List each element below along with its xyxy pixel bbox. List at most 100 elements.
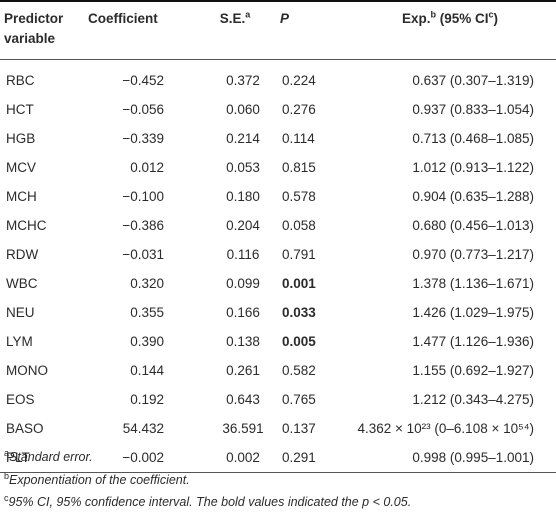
cell-standard-error: 0.116 (226, 247, 260, 262)
header-exponentiation: Exp.b (95% CIc) (344, 1, 556, 60)
cell-coefficient: −0.002 (122, 450, 164, 465)
table-row: MONO 0.144 0.261 0.582 1.155 (0.692–1.927) (0, 356, 556, 385)
cell-exponentiation: 1.155 (0.692–1.927) (412, 363, 534, 378)
table-row: HGB −0.339 0.214 0.114 0.713 (0.468–1.085) (0, 124, 556, 153)
cell-standard-error: 0.214 (226, 131, 260, 146)
footnote-mark-c: c (488, 9, 494, 20)
cell-coefficient: −0.100 (122, 189, 164, 204)
cell-predictor: LYM (6, 334, 33, 349)
table-row: WBC 0.320 0.099 0.001 1.378 (1.136–1.671) (0, 269, 556, 298)
cell-coefficient: 0.192 (130, 392, 164, 407)
footnote-mark: c (4, 492, 9, 503)
table-row: HCT −0.056 0.060 0.276 0.937 (0.833–1.054) (0, 95, 556, 124)
cell-predictor: EOS (6, 392, 35, 407)
cell-standard-error: 36.591 (222, 421, 264, 436)
table-row: BASO 54.432 36.591 0.137 4.362 × 10²³ (0–6.1… (0, 414, 556, 443)
cell-standard-error: 0.060 (226, 102, 260, 117)
table-row: EOS 0.192 0.643 0.765 1.212 (0.343–4.275) (0, 385, 556, 414)
cell-exponentiation: 0.637 (0.307–1.319) (412, 73, 534, 88)
cell-standard-error: 0.099 (226, 276, 260, 291)
table-row: LYM 0.390 0.138 0.005 1.477 (1.126–1.936) (0, 327, 556, 356)
cell-p-value: 0.224 (282, 73, 316, 88)
cell-exponentiation: 1.426 (1.029–1.975) (412, 305, 534, 320)
results-table-container: Predictor variable Coefficient S.E.a P E… (0, 1, 556, 509)
cell-standard-error: 0.002 (226, 450, 260, 465)
header-p-value: P (280, 11, 290, 26)
cell-coefficient: 0.144 (130, 363, 164, 378)
cell-standard-error: 0.261 (226, 363, 260, 378)
footnote-text: Exponentiation of the coefficient. (9, 472, 190, 487)
cell-predictor: HGB (6, 131, 36, 146)
cell-exponentiation: 1.378 (1.136–1.671) (412, 276, 534, 291)
header-ci-text: (95% CI (435, 11, 489, 26)
cell-p-value: 0.033 (282, 305, 316, 320)
table-row: RDW −0.031 0.116 0.791 0.970 (0.773–1.217) (0, 240, 556, 269)
cell-exponentiation: 0.713 (0.468–1.085) (412, 131, 534, 146)
table-row: MCH −0.100 0.180 0.578 0.904 (0.635–1.288) (0, 182, 556, 211)
header-predictor-line1: Predictor (4, 11, 64, 26)
header-exp-text: Exp. (401, 11, 431, 26)
footnote-text: Standard error. (9, 450, 93, 464)
cell-predictor: BASO (6, 421, 44, 436)
cell-p-value: 0.291 (282, 450, 316, 465)
cell-predictor: MCHC (6, 218, 47, 233)
cell-exponentiation: 0.998 (0.995–1.001) (412, 450, 534, 465)
cell-predictor: WBC (6, 276, 38, 291)
cell-predictor: NEU (6, 305, 35, 320)
footnote-mark-a: a (245, 9, 251, 20)
cell-coefficient: −0.056 (122, 102, 164, 117)
cell-p-value: 0.276 (282, 102, 316, 117)
cell-p-value: 0.582 (282, 363, 316, 378)
cell-exponentiation: 1.212 (0.343–4.275) (412, 392, 534, 407)
cell-standard-error: 0.372 (226, 73, 260, 88)
header-predictor-variable: Predictor variable (0, 1, 84, 60)
footnote-mark: b (4, 470, 10, 481)
cell-standard-error: 0.180 (226, 189, 260, 204)
cell-predictor: RBC (6, 73, 35, 88)
footnote-mark: a (4, 447, 10, 458)
cell-coefficient: −0.031 (122, 247, 164, 262)
table-footnotes: aStandard error. bExponentiation of the c… (4, 446, 411, 514)
cell-p-value: 0.578 (282, 189, 316, 204)
cell-coefficient: 0.390 (130, 334, 164, 349)
cell-coefficient: 0.320 (130, 276, 164, 291)
table-header-row: Predictor variable Coefficient S.E.a P E… (0, 1, 556, 60)
table-row: NEU 0.355 0.166 0.033 1.426 (1.029–1.975) (0, 298, 556, 327)
cell-standard-error: 0.053 (226, 160, 260, 175)
cell-p-value: 0.791 (282, 247, 316, 262)
cell-standard-error: 0.204 (226, 218, 260, 233)
cell-exponentiation: 0.904 (0.635–1.288) (412, 189, 534, 204)
cell-exponentiation: 1.477 (1.126–1.936) (412, 334, 534, 349)
cell-standard-error: 0.643 (226, 392, 260, 407)
cell-p-value: 0.137 (282, 421, 316, 436)
table-row: RBC −0.452 0.372 0.224 0.637 (0.307–1.319) (0, 60, 556, 96)
cell-predictor: PLT (6, 450, 30, 465)
cell-coefficient: 0.355 (130, 305, 164, 320)
table-body: RBC −0.452 0.372 0.224 0.637 (0.307–1.319) HC… (0, 60, 556, 473)
cell-p-value: 0.114 (282, 131, 315, 146)
header-ci-close: ) (493, 11, 499, 26)
header-coefficient: Coefficient (88, 11, 158, 26)
cell-p-value: 0.001 (282, 276, 316, 291)
footnote: c95% CI, 95% confidence interval. The bo… (4, 491, 411, 514)
cell-predictor: RDW (6, 247, 39, 262)
header-predictor-line2: variable (4, 31, 56, 46)
cell-exponentiation: 1.012 (0.913–1.122) (412, 160, 534, 175)
cell-coefficient: −0.452 (122, 73, 164, 88)
header-se-text: S.E. (219, 11, 246, 26)
table-row: MCHC −0.386 0.204 0.058 0.680 (0.456–1.013) (0, 211, 556, 240)
cell-predictor: HCT (6, 102, 34, 117)
cell-coefficient: 54.432 (122, 421, 164, 436)
cell-predictor: MONO (6, 363, 48, 378)
cell-coefficient: 0.012 (130, 160, 164, 175)
cell-predictor: MCV (6, 160, 36, 175)
footnote: aStandard error. (4, 446, 411, 469)
footnote: bExponentiation of the coefficient. (4, 469, 411, 492)
results-table: Predictor variable Coefficient S.E.a P E… (0, 1, 556, 473)
cell-coefficient: −0.339 (122, 131, 164, 146)
header-standard-error: S.E.a (194, 1, 276, 60)
cell-p-value: 0.005 (282, 334, 316, 349)
footnote-text: 95% CI, 95% confidence interval. The bol… (8, 495, 412, 509)
cell-exponentiation: 0.937 (0.833–1.054) (412, 102, 534, 117)
table-row: MCV 0.012 0.053 0.815 1.012 (0.913–1.122) (0, 153, 556, 182)
